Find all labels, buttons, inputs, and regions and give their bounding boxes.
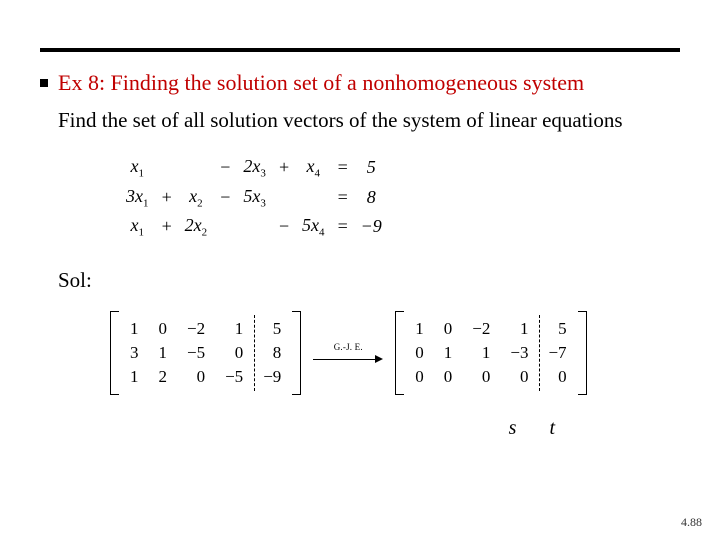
arrow-label: G.-J. E.: [334, 342, 363, 352]
subtitle-text: Find the set of all solution vectors of …: [58, 108, 700, 133]
var-s: s: [509, 417, 517, 439]
arrow: G.-J. E.: [313, 342, 383, 364]
equation-system: x1−2x3+x4=53x1+x2−5x3=8x1+2x2−5x4=−9: [120, 153, 700, 242]
slide-content: Ex 8: Finding the solution set of a nonh…: [40, 70, 700, 440]
title-row: Ex 8: Finding the solution set of a nonh…: [40, 70, 700, 96]
variable-labels: s t: [40, 417, 555, 440]
bullet-icon: [40, 79, 48, 87]
var-t: t: [549, 417, 555, 439]
equation-table: x1−2x3+x4=53x1+x2−5x3=8x1+2x2−5x4=−9: [120, 153, 388, 242]
page-number: 4.88: [681, 515, 702, 530]
matrix-A: 10−21531−508120−5−9: [110, 311, 301, 395]
title-text: Ex 8: Finding the solution set of a nonh…: [58, 70, 584, 96]
matrix-B: 10−215011−3−700000: [395, 311, 586, 395]
arrow-icon: [313, 354, 383, 364]
top-rule: [40, 48, 680, 52]
matrix-transform: 10−21531−508120−5−9 G.-J. E. 10−215011−3…: [110, 311, 700, 395]
solution-label: Sol:: [58, 268, 700, 293]
